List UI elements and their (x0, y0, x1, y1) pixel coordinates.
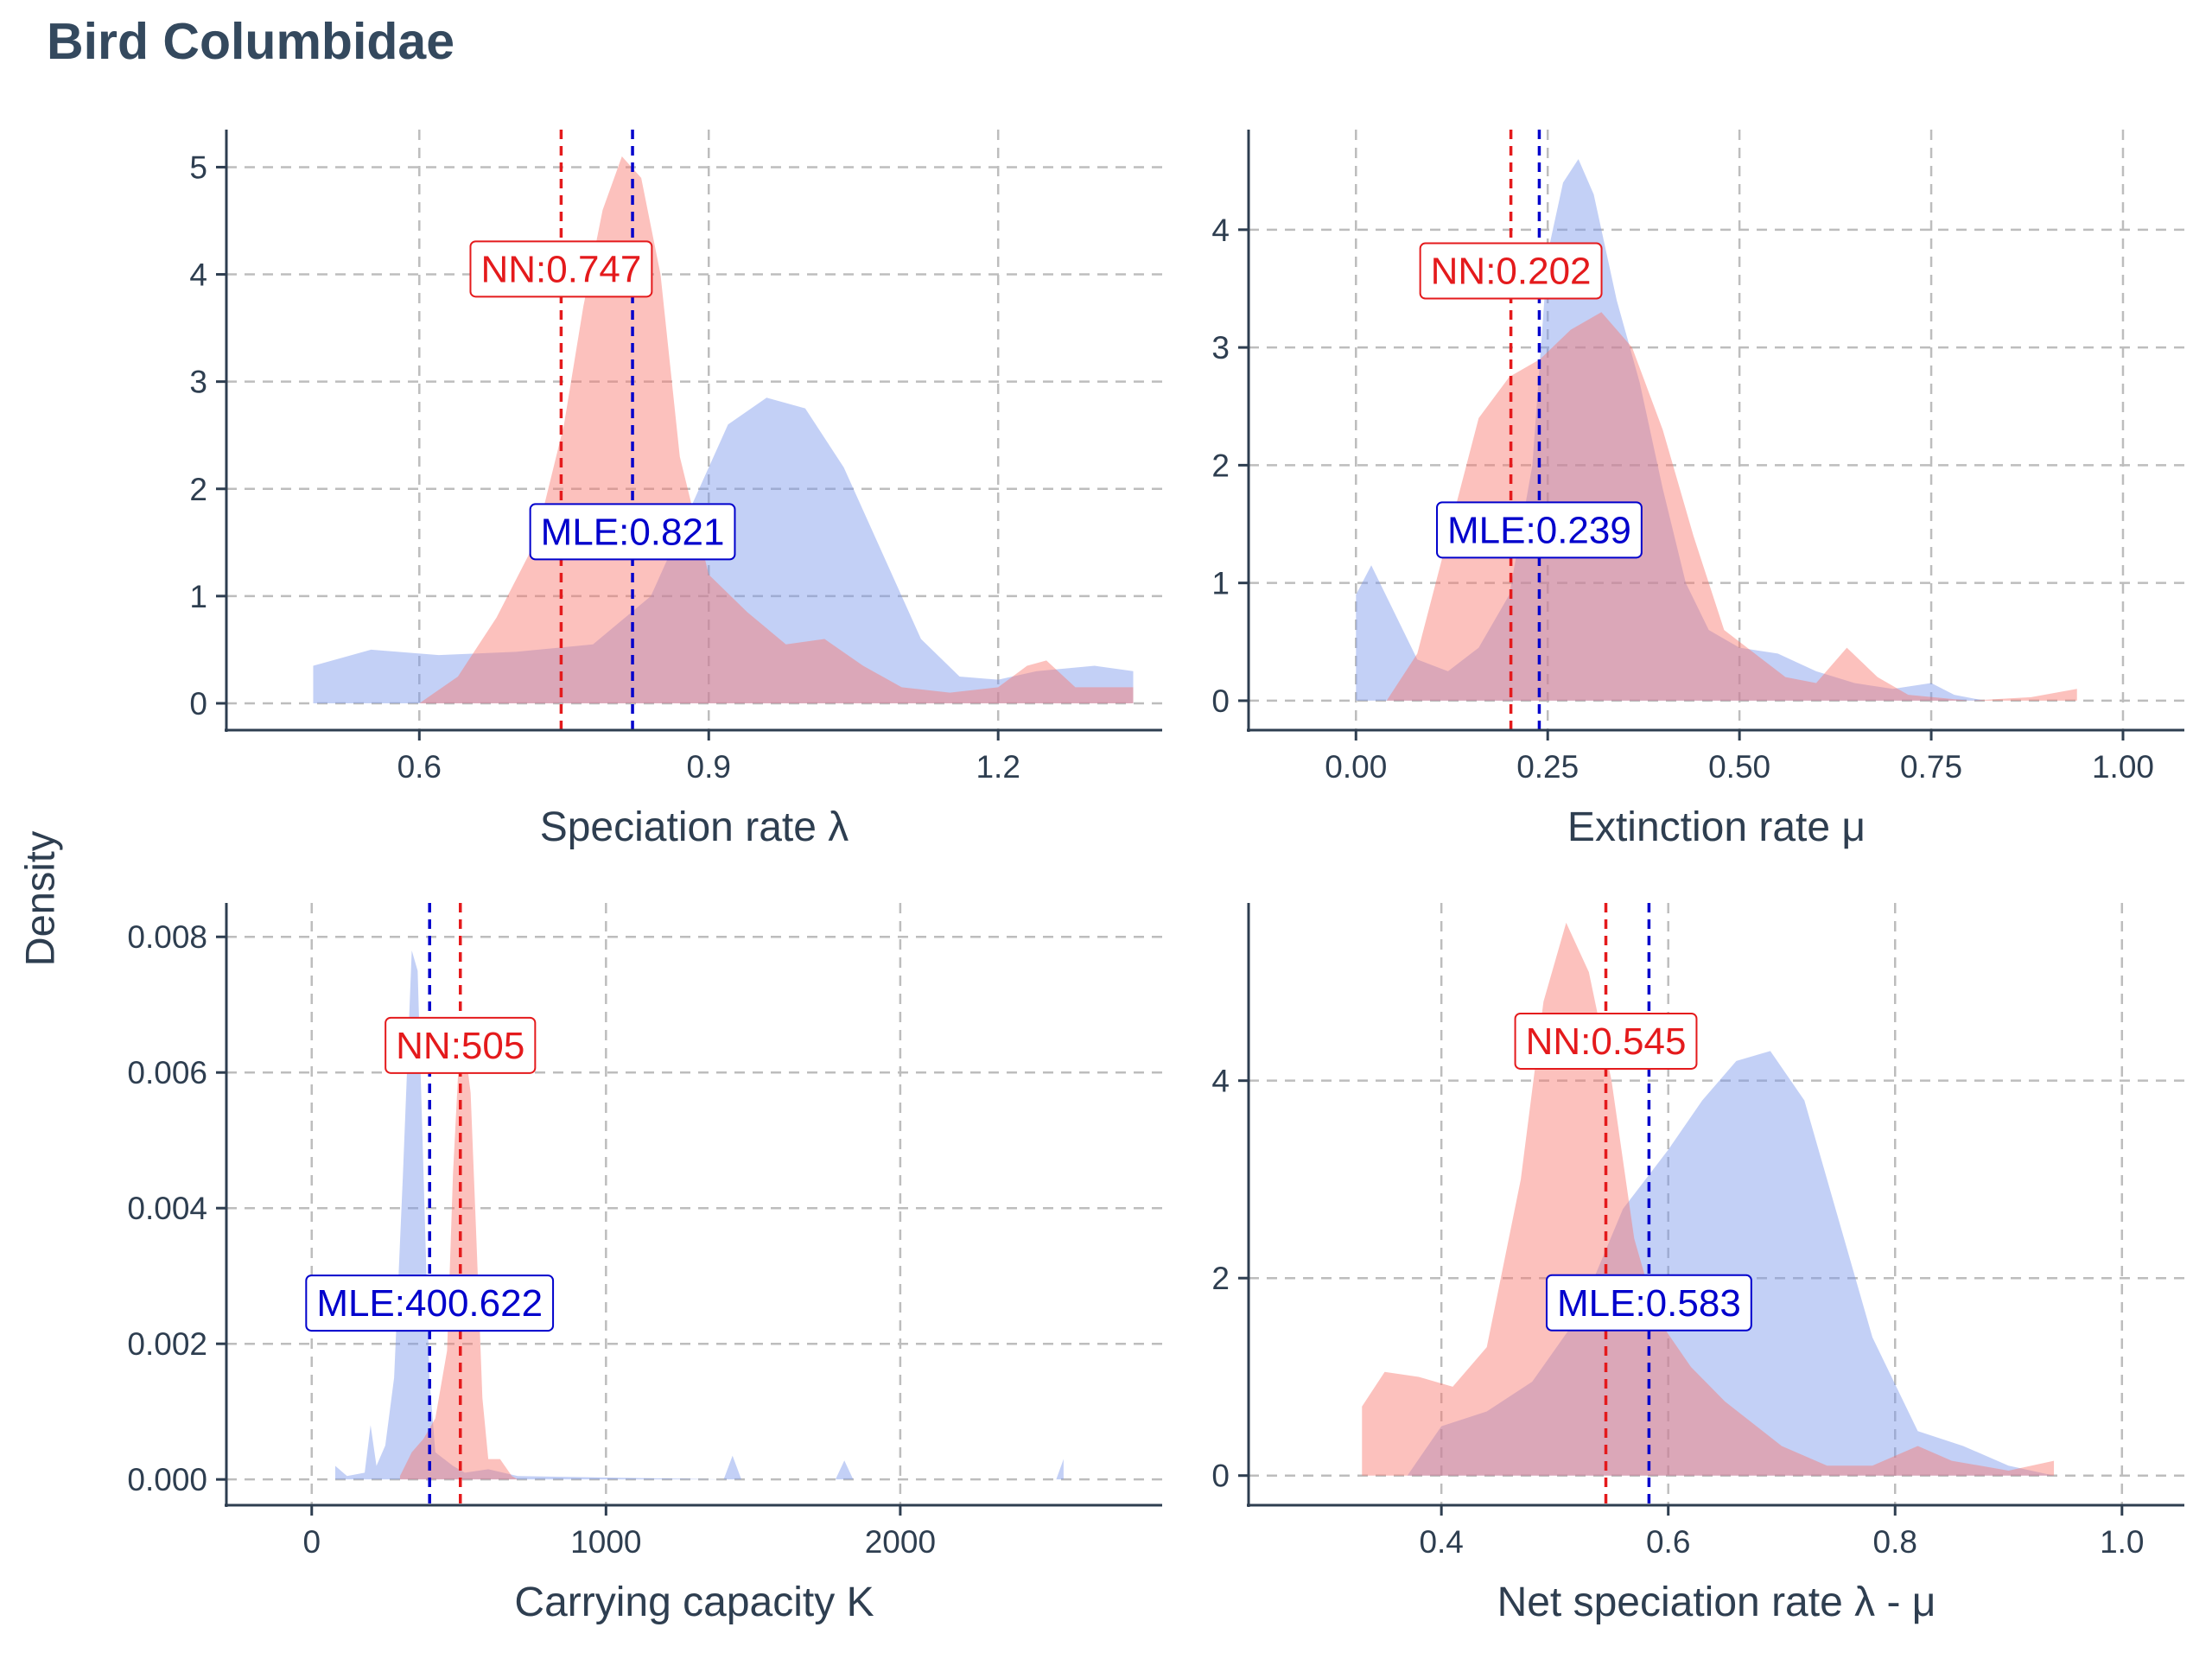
svg-text:NN:0.545: NN:0.545 (1526, 1020, 1687, 1063)
density-area-nn (1362, 922, 2055, 1476)
panel-2: 0 1 2 3 4 0.00 0.25 0.50 0.75 1.00 Extinction rate… (1211, 130, 2184, 850)
svg-text:NN:505: NN:505 (396, 1025, 524, 1067)
y-tick-label: 0.000 (127, 1462, 207, 1497)
x-tick-label: 0 (302, 1524, 321, 1560)
mle-estimate-label: MLE:0.239 (1436, 501, 1643, 559)
y-tick-label: 4 (189, 257, 207, 293)
svg-text:MLE:0.583: MLE:0.583 (1557, 1282, 1741, 1325)
y-tick-label: 2 (1211, 448, 1230, 483)
y-tick-label: 0 (1211, 1459, 1230, 1494)
y-tick-label: 0 (189, 686, 207, 721)
density-area-mle (1407, 1051, 2055, 1476)
panel-1: 0 1 2 3 4 5 0.6 0.9 1.2 Speciation rate λ NN:0.747… (189, 130, 1162, 850)
x-tick-label: 0.00 (1325, 749, 1387, 785)
x-tick-label: 0.6 (397, 749, 442, 785)
x-tick-label: 1.2 (976, 749, 1020, 785)
x-axis-title: Carrying capacity K (514, 1580, 874, 1625)
x-tick-label: 0.75 (1900, 749, 1962, 785)
x-tick-label: 0.9 (687, 749, 731, 785)
y-tick-label: 0.002 (127, 1326, 207, 1362)
svg-text:NN:0.202: NN:0.202 (1431, 251, 1592, 293)
mle-estimate-label: MLE:0.583 (1545, 1274, 1752, 1332)
y-tick-label: 2 (1211, 1261, 1230, 1296)
nn-estimate-label: NN:505 (385, 1016, 537, 1074)
x-tick-label: 1.00 (2092, 749, 2154, 785)
density-area-nn (399, 1045, 518, 1480)
panel-3: 0.000 0.002 0.004 0.006 0.008 0 1000 2000 Carryi… (127, 903, 1162, 1625)
svg-text:NN:0.747: NN:0.747 (480, 248, 641, 290)
y-tick-label: 4 (1211, 1064, 1230, 1099)
y-tick-label: 1 (189, 579, 207, 614)
y-tick-label: 5 (189, 149, 207, 185)
x-tick-label: 0.50 (1708, 749, 1770, 785)
mle-estimate-label: MLE:400.622 (305, 1274, 555, 1332)
panel-4: 0 2 4 0.4 0.6 0.8 1.0 Net speciation rate λ - μ… (1211, 903, 2184, 1625)
mle-estimate-label: MLE:0.821 (529, 503, 736, 561)
svg-text:MLE:0.821: MLE:0.821 (541, 511, 725, 553)
nn-estimate-label: NN:0.747 (469, 240, 653, 298)
x-tick-label: 2000 (865, 1524, 936, 1560)
y-tick-label: 3 (1211, 330, 1230, 365)
x-tick-label: 0.4 (1419, 1524, 1463, 1560)
x-tick-label: 0.8 (1873, 1524, 1917, 1560)
svg-text:MLE:0.239: MLE:0.239 (1447, 509, 1631, 551)
density-area-nn (1386, 312, 2077, 701)
y-tick-label: 0 (1211, 683, 1230, 719)
chart-title: Bird Columbidae (47, 13, 455, 70)
x-axis-title: Speciation rate λ (540, 804, 849, 850)
density-area-mle (335, 950, 1064, 1480)
y-tick-label: 3 (189, 365, 207, 400)
y-tick-label: 0.006 (127, 1055, 207, 1090)
x-tick-label: 0.6 (1646, 1524, 1690, 1560)
y-tick-label: 0.004 (127, 1191, 207, 1226)
x-axis-title: Extinction rate μ (1567, 804, 1866, 850)
x-axis-title: Net speciation rate λ - μ (1497, 1580, 1936, 1625)
nn-estimate-label: NN:0.202 (1419, 242, 1603, 300)
density-area-mle (1356, 159, 1986, 701)
y-tick-label: 0.008 (127, 919, 207, 955)
svg-text:MLE:400.622: MLE:400.622 (316, 1282, 543, 1325)
x-tick-label: 1.0 (2100, 1524, 2144, 1560)
y-tick-label: 1 (1211, 566, 1230, 601)
x-tick-label: 1000 (570, 1524, 641, 1560)
nn-estimate-label: NN:0.545 (1514, 1012, 1698, 1070)
y-tick-label: 2 (189, 472, 207, 507)
y-tick-label: 4 (1211, 213, 1230, 248)
x-tick-label: 0.25 (1516, 749, 1579, 785)
